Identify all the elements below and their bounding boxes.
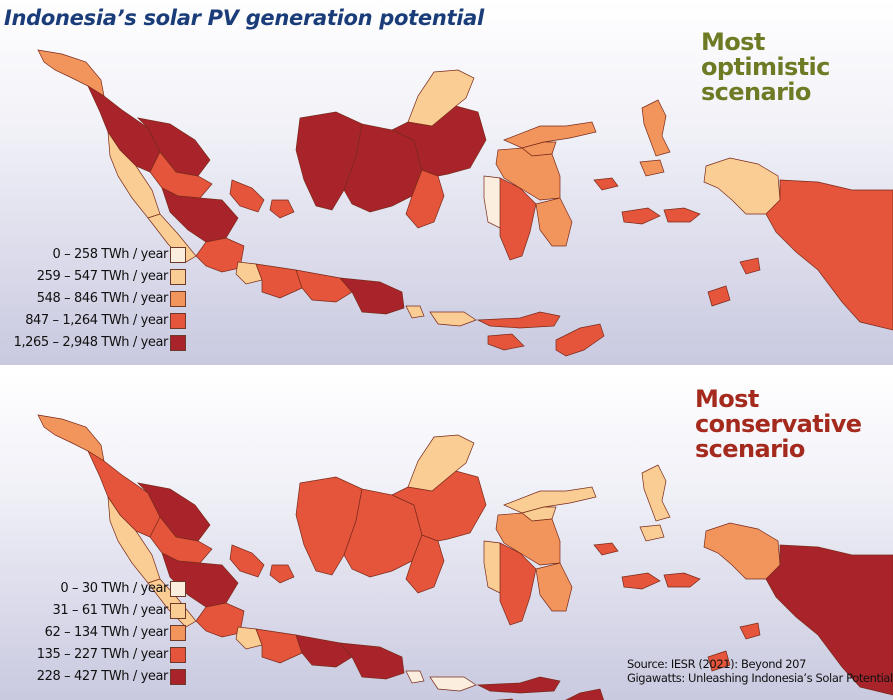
province-west-java [255, 263, 303, 299]
legend-label: 548 – 846 TWh / year [36, 291, 169, 306]
legend-label: 135 – 227 TWh / year [36, 647, 169, 662]
province-maluku [593, 177, 761, 307]
scenario-line-1: Most [695, 385, 759, 413]
legend-label: 62 – 134 TWh / year [44, 625, 169, 640]
province-ntt [476, 676, 605, 700]
province-west-papua [703, 522, 781, 580]
legend-swatch [170, 669, 186, 685]
legend-label: 0 – 30 TWh / year [60, 581, 168, 596]
province-west-papua [703, 157, 781, 215]
scenario-label-optimistic: Most optimistic scenario [701, 30, 841, 105]
legend-swatch [170, 625, 186, 641]
province-south-sulawesi [499, 177, 537, 261]
province-north-kalimantan [407, 69, 475, 127]
province-southeast-sulawesi [535, 197, 573, 247]
province-banten [235, 261, 263, 285]
legend-swatch [170, 647, 186, 663]
province-south-sumatra [161, 187, 239, 243]
province-bangka [229, 544, 265, 578]
legend-label: 0 – 258 TWh / year [52, 247, 169, 262]
province-aceh [37, 49, 105, 97]
province-east-java [339, 277, 405, 315]
legend-conservative: 0 – 30 TWh / year 31 – 61 TWh / year 62 … [0, 579, 200, 689]
province-north-kalimantan [407, 434, 475, 492]
province-bali [405, 670, 425, 684]
legend-item: 548 – 846 TWh / year [0, 289, 200, 311]
legend-optimistic: 0 – 258 TWh / year 259 – 547 TWh / year … [0, 245, 200, 355]
legend-item: 0 – 258 TWh / year [0, 245, 200, 267]
province-bangka [229, 179, 265, 213]
province-ntb [429, 311, 477, 327]
legend-label: 31 – 61 TWh / year [52, 603, 169, 618]
province-aceh [37, 414, 105, 462]
province-east-java [339, 642, 405, 680]
provinces-group [37, 49, 893, 357]
legend-swatch [170, 581, 186, 597]
province-kepri [269, 564, 295, 584]
legend-label: 259 – 547 TWh / year [36, 269, 169, 284]
province-central-java [295, 634, 353, 668]
legend-item: 135 – 227 TWh / year [0, 645, 200, 667]
map-panel-conservative: Most conservative scenario 0 – 30 TWh / … [0, 371, 893, 700]
legend-swatch [170, 603, 186, 619]
scenario-line-2: optimistic [701, 53, 830, 81]
page-title: Indonesia’s solar PV generation potentia… [4, 6, 484, 30]
province-maluku [593, 542, 761, 672]
legend-label: 228 – 427 TWh / year [36, 669, 169, 684]
province-papua [765, 179, 893, 331]
province-ntt [476, 311, 605, 357]
scenario-line-2: conservative [695, 410, 862, 438]
legend-label: 847 – 1,264 TWh / year [25, 313, 168, 328]
legend-item: 1,265 – 2,948 TWh / year [0, 333, 200, 355]
scenario-line-3: scenario [701, 78, 811, 106]
legend-item: 0 – 30 TWh / year [0, 579, 200, 601]
scenario-line-3: scenario [695, 435, 805, 463]
legend-item: 31 – 61 TWh / year [0, 601, 200, 623]
legend-item: 259 – 547 TWh / year [0, 267, 200, 289]
legend-label: 1,265 – 2,948 TWh / year [13, 335, 169, 350]
province-ntb [429, 676, 477, 692]
province-south-sulawesi [499, 542, 537, 626]
province-lampung [195, 237, 245, 273]
map-panel-optimistic: Indonesia’s solar PV generation potentia… [0, 0, 893, 365]
choropleth-map-conservative [37, 414, 893, 700]
legend-swatch [170, 313, 186, 329]
source-note: Source: IESR (2021): Beyond 207 Gigawatt… [627, 657, 893, 685]
legend-item: 62 – 134 TWh / year [0, 623, 200, 645]
choropleth-map-optimistic [37, 49, 893, 357]
legend-swatch [170, 335, 186, 351]
legend-swatch [170, 247, 186, 263]
province-southeast-sulawesi [535, 562, 573, 612]
scenario-line-1: Most [701, 28, 765, 56]
province-papua [765, 544, 893, 696]
province-central-java [295, 269, 353, 303]
legend-item: 847 – 1,264 TWh / year [0, 311, 200, 333]
panel-divider [0, 365, 893, 371]
source-line-2: Gigawatts: Unleashing Indonesia’s Solar … [627, 671, 893, 685]
province-north-maluku [639, 464, 671, 542]
source-line-1: Source: IESR (2021): Beyond 207 [627, 657, 807, 671]
province-bali [405, 305, 425, 319]
province-west-java [255, 628, 303, 664]
legend-swatch [170, 269, 186, 285]
legend-item: 228 – 427 TWh / year [0, 667, 200, 689]
province-kepri [269, 199, 295, 219]
legend-swatch [170, 291, 186, 307]
province-north-maluku [639, 99, 671, 177]
province-lampung [195, 602, 245, 638]
scenario-label-conservative: Most conservative scenario [695, 387, 875, 462]
provinces-group [37, 414, 893, 700]
province-banten [235, 626, 263, 650]
